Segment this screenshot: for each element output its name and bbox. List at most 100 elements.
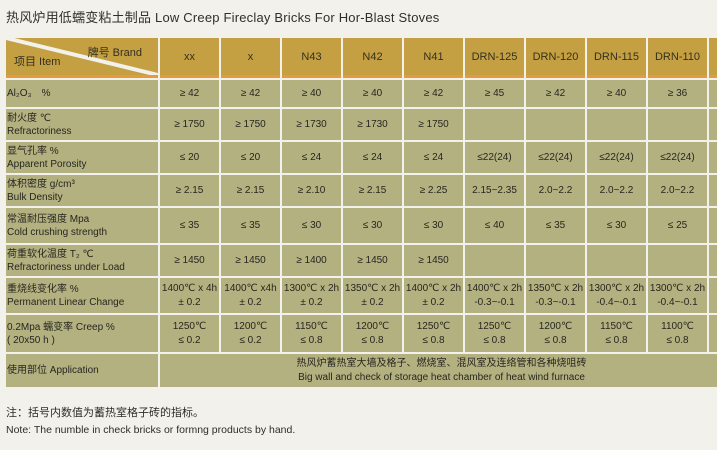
- value-cell: 1400℃ x4h ± 0.2: [221, 278, 280, 313]
- value-cell: ≤ 20: [221, 142, 280, 173]
- value-cell: ≤22(24): [526, 142, 585, 173]
- column-header-n42: N42: [343, 38, 402, 78]
- table-row: 常温耐压强度 Mpa Cold crushing strength ≤ 35 ≤ 35…: [6, 208, 717, 243]
- application-text-cell: 热风炉蓄热室大墙及格子、燃烧室、混风室及连络管和各种烧咀砖 Big wall an…: [160, 354, 717, 387]
- value-cell: ≥ 1750: [160, 109, 219, 140]
- value-cell: 1150℃ ≤ 0.8: [282, 315, 341, 352]
- value-cell: ≥ 36: [648, 80, 707, 107]
- value-cell: 1200℃ ≤ 0.2: [221, 315, 280, 352]
- table-row: Al₂O₃ % ≥ 42 ≥ 42 ≥ 40 ≥ 40 ≥ 42 ≥ 45 ≥ 42 ≥ 40 ≥…: [6, 80, 717, 107]
- row-label: 重烧线变化率 % Permanent Linear Change: [6, 278, 158, 313]
- value-cell: ≥ 1730: [282, 109, 341, 140]
- value-cell: ≥ 42: [526, 80, 585, 107]
- value-cell: ≤ 24: [343, 142, 402, 173]
- footnote-zh: 注：括号内数值为蓄热室格子砖的指标。: [6, 407, 204, 419]
- value-cell: ≥ 42: [404, 80, 463, 107]
- value-cell: [465, 109, 524, 140]
- value-cell: ≥ 1750: [221, 109, 280, 140]
- column-header-xx: xx: [160, 38, 219, 78]
- row-label-en: ( 20x50 h ): [7, 334, 55, 346]
- value-cell: 1300℃ x 2h -0.4~-0.1: [648, 278, 707, 313]
- value-cell: 1400℃ x 2h ± 0.2: [404, 278, 463, 313]
- column-header-drn-120: DRN-120: [526, 38, 585, 78]
- value-cell: ≥ 40: [587, 80, 646, 107]
- value-cell: ≥ 2.10: [282, 175, 341, 206]
- footnote-en: Note: The numble in check bricks or form…: [6, 424, 296, 436]
- column-header-drn-125: DRN-125: [465, 38, 524, 78]
- value-cell: ≥ 40: [282, 80, 341, 107]
- row-edge-sliver: [709, 278, 717, 313]
- value-cell: 1350℃ x 2h ± 0.2: [343, 278, 402, 313]
- value-cell: 1400℃ x 4h ± 0.2: [160, 278, 219, 313]
- corner-brand-label: 牌号 Brand: [87, 47, 142, 59]
- row-edge-sliver: [709, 245, 717, 276]
- value-cell: ≥ 1450: [343, 245, 402, 276]
- table-row: 0.2Mpa 蠕变率 Creep %( 20x50 h ) 1250℃ ≤ 0.2…: [6, 315, 717, 352]
- value-cell: ≥ 1450: [404, 245, 463, 276]
- value-cell: [526, 109, 585, 140]
- row-edge-sliver: [709, 208, 717, 243]
- table-row: 显气孔率 % Apparent Porosity ≤ 20 ≤ 20 ≤ 24 ≤ 24 ≤…: [6, 142, 717, 173]
- row-edge-sliver: [709, 109, 717, 140]
- value-cell: ≥ 1750: [404, 109, 463, 140]
- table-row: 重烧线变化率 % Permanent Linear Change 1400℃ x 4…: [6, 278, 717, 313]
- value-cell: ≤ 35: [221, 208, 280, 243]
- value-cell: ≥ 42: [221, 80, 280, 107]
- value-cell: 1300℃ x 2h -0.4~-0.1: [587, 278, 646, 313]
- column-header-drn-115: DRN-115: [587, 38, 646, 78]
- value-cell: [526, 245, 585, 276]
- application-text-en: Big wall and check of storage heat chamb…: [298, 371, 585, 383]
- row-label-en: Bulk Density: [7, 191, 63, 203]
- row-label-zh: 耐火度 ℃: [7, 112, 52, 124]
- value-cell: 1150℃ ≤ 0.8: [587, 315, 646, 352]
- row-edge-sliver: [709, 80, 717, 107]
- value-cell: 1350℃ x 2h -0.3~-0.1: [526, 278, 585, 313]
- row-label-zh: 0.2Mpa 蠕变率 Creep %: [7, 321, 115, 333]
- value-cell: 1200℃ ≤ 0.8: [526, 315, 585, 352]
- value-cell: ≤22(24): [465, 142, 524, 173]
- value-cell: ≤ 40: [465, 208, 524, 243]
- corner-item-label: 项目 Item: [14, 56, 61, 68]
- header-row: 项目 Item 牌号 Brand xx x N43 N42 N41 DRN-125 DRN-12…: [6, 38, 717, 78]
- value-cell: ≤ 30: [587, 208, 646, 243]
- row-label-en: Apparent Porosity: [7, 158, 87, 170]
- value-cell: ≥ 2.15: [160, 175, 219, 206]
- row-label-zh: 重烧线变化率 %: [7, 283, 79, 295]
- value-cell: [465, 245, 524, 276]
- row-label-zh: 体积密度 g/cm³: [7, 178, 75, 190]
- value-cell: ≥ 42: [160, 80, 219, 107]
- row-label-zh: 常温耐压强度 Mpa: [7, 213, 90, 225]
- column-header-drn-110: DRN-110: [648, 38, 707, 78]
- value-cell: ≥ 1400: [282, 245, 341, 276]
- row-label-en: Permanent Linear Change: [7, 296, 125, 308]
- value-cell: ≥ 1450: [160, 245, 219, 276]
- value-cell: 2.0~2.2: [648, 175, 707, 206]
- value-cell: 1100℃ ≤ 0.8: [648, 315, 707, 352]
- value-cell: 1400℃ x 2h -0.3~-0.1: [465, 278, 524, 313]
- row-label: 耐火度 ℃ Refractoriness: [6, 109, 158, 140]
- corner-cell: 项目 Item 牌号 Brand: [6, 38, 158, 78]
- row-label: 体积密度 g/cm³ Bulk Density: [6, 175, 158, 206]
- row-label-en: Refractoriness under Load: [7, 261, 125, 273]
- row-label-en: Refractoriness: [7, 125, 72, 137]
- value-cell: 1250℃ ≤ 0.2: [160, 315, 219, 352]
- row-edge-sliver: [709, 175, 717, 206]
- value-cell: ≤ 35: [526, 208, 585, 243]
- value-cell: ≥ 2.15: [221, 175, 280, 206]
- value-cell: ≥ 1450: [221, 245, 280, 276]
- value-cell: ≥ 40: [343, 80, 402, 107]
- value-cell: 1300℃ x 2h ± 0.2: [282, 278, 341, 313]
- value-cell: ≤ 25: [648, 208, 707, 243]
- column-header-n43: N43: [282, 38, 341, 78]
- value-cell: 1200℃ ≤ 0.8: [343, 315, 402, 352]
- value-cell: 1250℃ ≤ 0.8: [404, 315, 463, 352]
- application-label: 使用部位 Application: [6, 354, 158, 387]
- value-cell: ≤ 30: [404, 208, 463, 243]
- spec-table-body: 项目 Item 牌号 Brand xx x N43 N42 N41 DRN-125 DRN-12…: [6, 38, 717, 387]
- column-header-n41: N41: [404, 38, 463, 78]
- diagonal-divider: [6, 38, 158, 75]
- value-cell: ≥ 45: [465, 80, 524, 107]
- value-cell: ≤ 24: [404, 142, 463, 173]
- value-cell: ≤22(24): [648, 142, 707, 173]
- value-cell: 2.0~2.2: [526, 175, 585, 206]
